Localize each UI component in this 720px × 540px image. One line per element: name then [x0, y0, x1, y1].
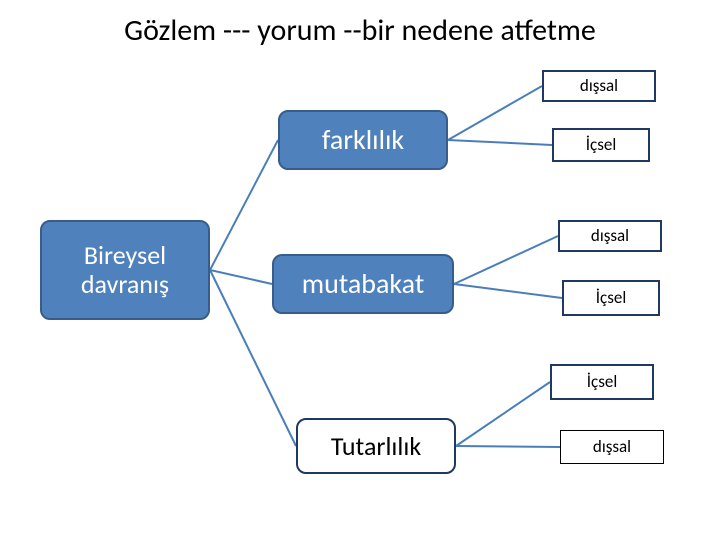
node-r5: İçsel [550, 364, 654, 400]
node-root: Bireysel davranış [40, 220, 210, 320]
node-r6: dışsal [560, 430, 664, 464]
node-r2: İçsel [552, 128, 650, 162]
node-r1: dışsal [542, 70, 656, 102]
node-mid3: Tutarlılık [296, 418, 456, 474]
node-r3: dışsal [558, 220, 662, 252]
node-r4: İçsel [562, 280, 660, 316]
node-mid2: mutabakat [272, 254, 454, 314]
node-mid1: farklılık [278, 110, 448, 170]
page-title: Gözlem --- yorum --bir nedene atfetme [0, 12, 720, 49]
